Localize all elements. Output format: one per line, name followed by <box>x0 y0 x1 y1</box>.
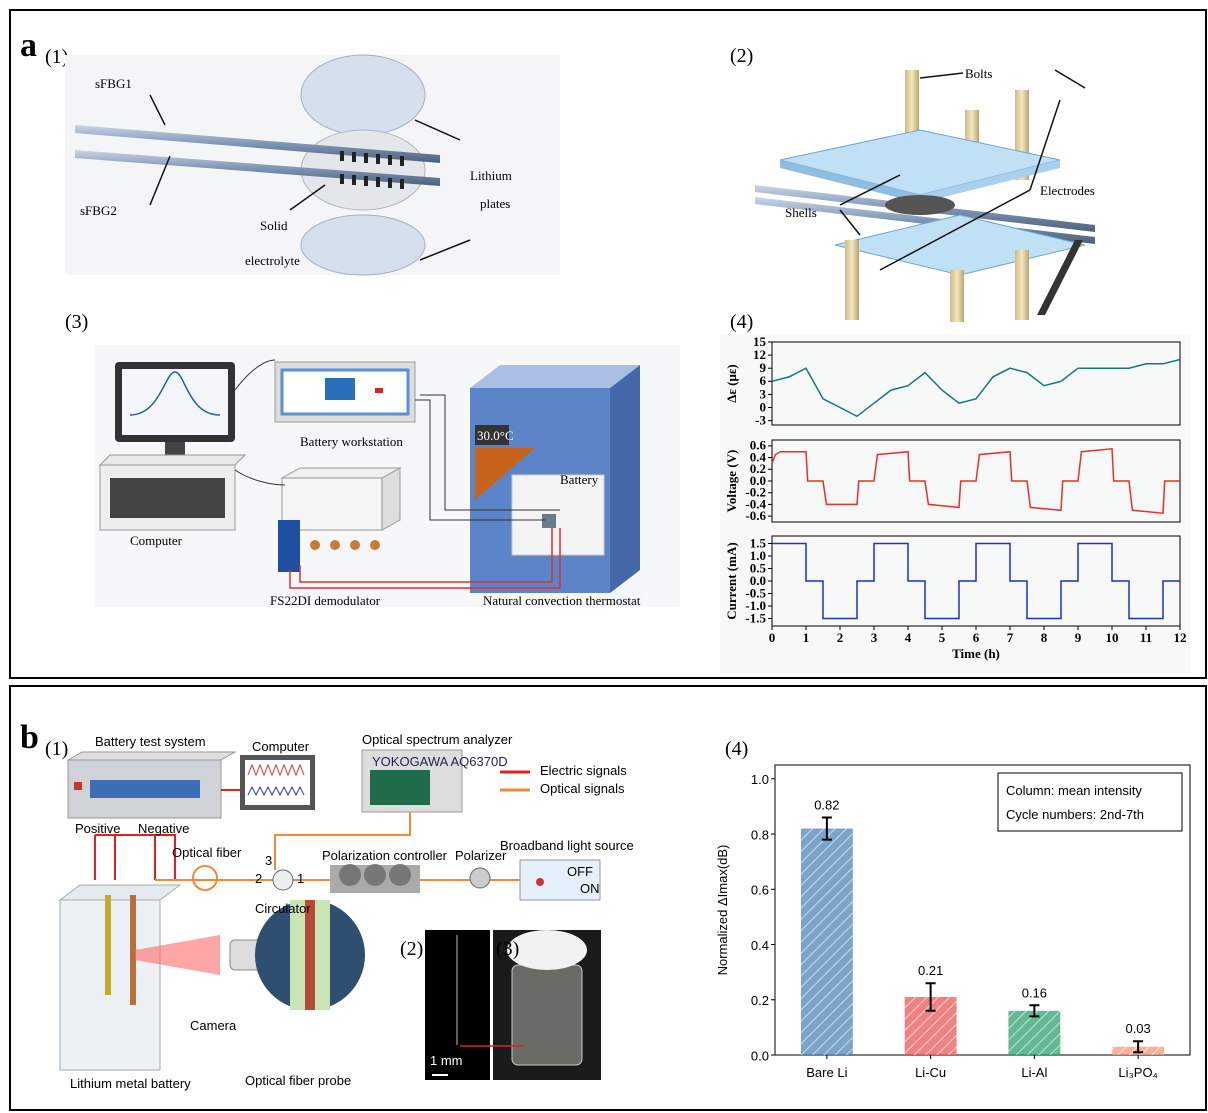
chart: 0.0 0.2 0.4 0.6 0.8 1.0 Normalized ΔImax(dB) 0.… <box>715 765 1190 1080</box>
y-axis-label: Normalized ΔImax(dB) <box>715 845 730 976</box>
panel-label: a <box>20 27 37 64</box>
label: 30.0°C <box>477 428 514 443</box>
label: Electric signals <box>540 763 627 778</box>
subpanel-label: (1) <box>45 738 68 760</box>
label: Battery <box>560 472 599 487</box>
y-tick-label: 0.8 <box>751 827 769 842</box>
x-tick-label: 10 <box>1106 630 1119 645</box>
label: Positive <box>75 821 121 836</box>
cell-image <box>512 965 582 1065</box>
a2-diagram: Bolts Electrodes Shells <box>755 66 1095 322</box>
label: 3 <box>265 853 272 868</box>
panel-label: b <box>20 719 39 756</box>
x-tick-label: 3 <box>871 630 878 645</box>
y-tick-label: -0.6 <box>745 508 766 523</box>
label: Camera <box>190 1018 237 1033</box>
label: Battery workstation <box>300 434 403 449</box>
x-tick-label: 11 <box>1140 630 1152 645</box>
label: Polarization controller <box>322 848 448 863</box>
y-axis-label: Voltage (V) <box>724 450 739 513</box>
x-tick-label: 4 <box>905 630 912 645</box>
a1-diagram: sFBG1 sFBG2 Solid electrolyte Lithium pl… <box>65 55 560 275</box>
label: electrolyte <box>245 253 300 268</box>
x-tick-label: 0 <box>769 630 776 645</box>
label: sFBG1 <box>95 76 132 91</box>
y-tick-label: -3 <box>755 412 766 427</box>
annotation-box <box>998 773 1182 831</box>
scale-label: 1 mm <box>430 1053 463 1068</box>
x-tick-label: 8 <box>1041 630 1048 645</box>
label: Negative <box>138 821 189 836</box>
label: Lithium <box>470 168 512 183</box>
label: plates <box>480 196 510 211</box>
y-tick-label: 0.0 <box>751 1048 769 1063</box>
figure: a (1) sFBG1 sFBG2 Solid electrolyte Lith… <box>0 0 1208 1113</box>
y-axis-label: Current (mA) <box>724 542 739 619</box>
subpanel-label: (1) <box>45 46 68 68</box>
label: Computer <box>130 533 183 548</box>
value-label: 0.82 <box>814 797 839 812</box>
x-tick-label: Li-Cu <box>915 1065 946 1080</box>
subpanel-label: (2) <box>730 45 753 67</box>
value-label: 0.21 <box>918 963 943 978</box>
y-tick-label: 0.4 <box>751 938 769 953</box>
x-tick-label: 6 <box>973 630 980 645</box>
x-tick-label: Bare Li <box>806 1065 847 1080</box>
label: Optical signals <box>540 781 625 796</box>
label: Broadband light source <box>500 838 634 853</box>
label: Optical fiber probe <box>245 1073 351 1088</box>
label: 2 <box>255 871 262 886</box>
x-tick-label: 5 <box>939 630 946 645</box>
subpanel-label: (3) <box>496 938 519 960</box>
x-tick-label: Li-Al <box>1021 1065 1047 1080</box>
plate <box>301 215 425 275</box>
label: Shells <box>785 205 817 220</box>
label: Bolts <box>965 66 992 81</box>
y-tick-label: 1.0 <box>751 772 769 787</box>
label: Optical fiber <box>172 845 242 860</box>
x-tick-label: 1 <box>803 630 810 645</box>
label: Circulator <box>255 901 311 916</box>
y-tick-label: 0.6 <box>751 883 769 898</box>
label: Battery test system <box>95 734 206 749</box>
x-tick-label: Li₃PO₄ <box>1118 1065 1158 1080</box>
label: sFBG2 <box>80 203 117 218</box>
y-axis-label: Δε (με) <box>724 364 739 403</box>
plate <box>301 55 425 135</box>
label: ON <box>580 881 600 896</box>
value-label: 0.03 <box>1125 1021 1150 1036</box>
x-tick-label: 9 <box>1075 630 1082 645</box>
annotation: Cycle numbers: 2nd-7th <box>1006 807 1144 822</box>
subpanel-label: (4) <box>730 311 753 333</box>
x-tick-label: 2 <box>837 630 844 645</box>
label: YOKOGAWA AQ6370D <box>372 754 508 769</box>
bar-hatch <box>1008 1011 1060 1055</box>
x-tick-label: 7 <box>1007 630 1014 645</box>
bar-hatch <box>801 829 853 1055</box>
label: 1 <box>297 871 304 886</box>
label: FS22DI demodulator <box>270 593 381 608</box>
a3-diagram: Battery workstation 30.0°C Battery Compu… <box>95 345 680 608</box>
label: Solid <box>260 218 288 233</box>
label: Natural convection thermostat <box>483 593 641 608</box>
x-axis-label: Time (h) <box>952 646 1000 661</box>
y-tick-label: 0.2 <box>751 993 769 1008</box>
value-label: 0.16 <box>1022 985 1047 1000</box>
chart-background <box>720 335 1190 673</box>
subpanel-label: (2) <box>400 938 423 960</box>
label: Lithium metal battery <box>70 1076 191 1091</box>
subpanel-label: (4) <box>725 738 748 760</box>
label: OFF <box>567 864 593 879</box>
label: Optical spectrum analyzer <box>362 732 513 747</box>
subpanel-label: (3) <box>65 311 88 333</box>
label: Computer <box>252 739 310 754</box>
annotation: Column: mean intensity <box>1006 783 1142 798</box>
y-tick-label: -1.5 <box>745 610 766 625</box>
label: Electrodes <box>1040 183 1095 198</box>
x-tick-label: 12 <box>1174 630 1187 645</box>
